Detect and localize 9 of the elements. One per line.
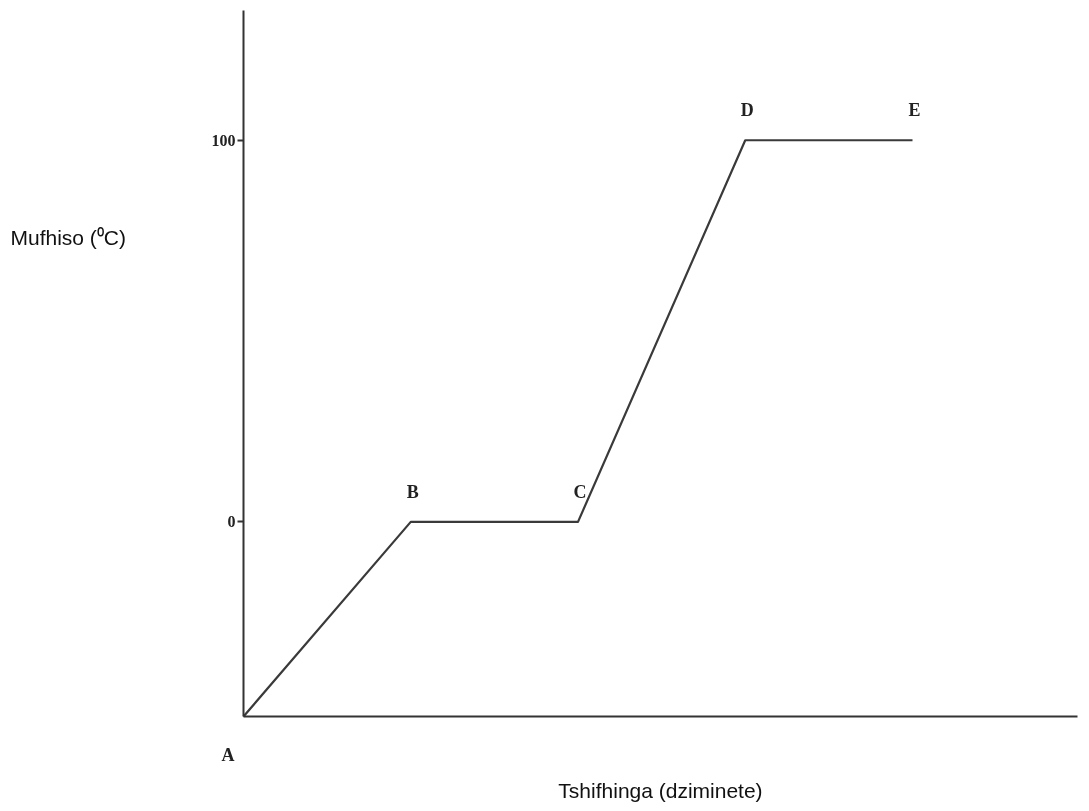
data-label: A [221, 744, 235, 765]
data-label: D [740, 100, 754, 121]
x-axis-title: Tshifhinga (dziminete) [558, 778, 763, 802]
data-label: C [573, 481, 587, 502]
y-tick-label: 0 [227, 513, 236, 531]
y-tick-label: 100 [211, 131, 236, 149]
data-label: E [908, 100, 921, 121]
data-label: B [406, 481, 419, 502]
y-axis-title: Mufhiso (⁰C) [10, 225, 127, 249]
